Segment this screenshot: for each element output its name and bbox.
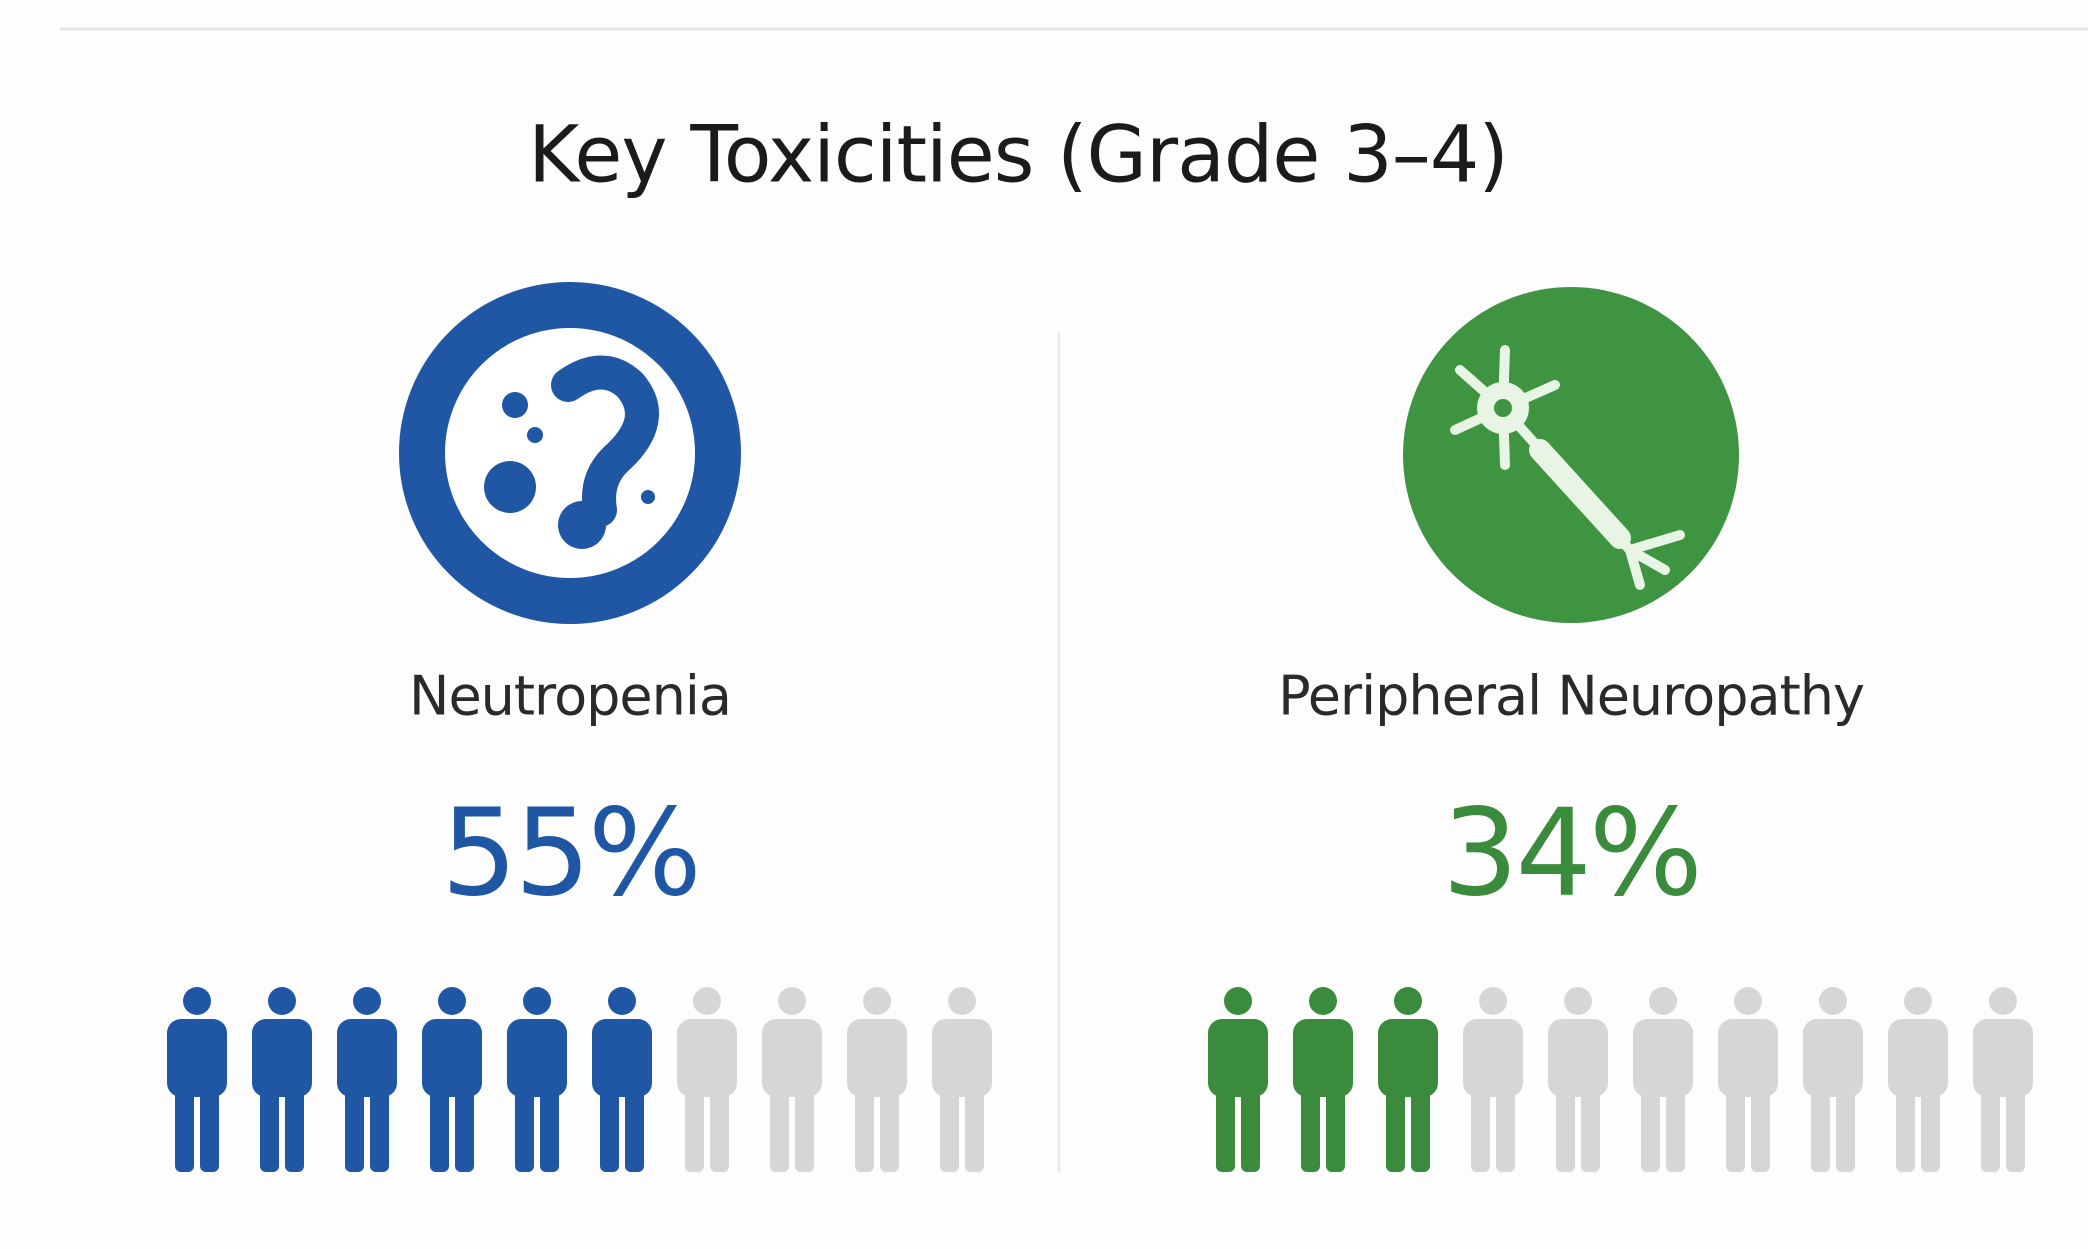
person-leg <box>260 1082 279 1172</box>
category-label: Peripheral Neuropathy <box>1278 665 1864 728</box>
person-head <box>1819 987 1847 1015</box>
person-body <box>422 1019 482 1097</box>
person-leg <box>370 1082 389 1172</box>
person-body <box>677 1019 737 1097</box>
person-leg <box>1301 1082 1320 1172</box>
person-leg <box>1981 1082 2000 1172</box>
person-body <box>762 1019 822 1097</box>
icon-array <box>1208 987 2033 1172</box>
person-body <box>1718 1019 1778 1097</box>
value-label: 34% <box>1442 785 1700 924</box>
person-leg <box>1641 1082 1660 1172</box>
person-body <box>1888 1019 1948 1097</box>
person-body <box>167 1019 227 1097</box>
person-leg <box>600 1082 619 1172</box>
person-head <box>948 987 976 1015</box>
person-body <box>507 1019 567 1097</box>
person-leg <box>285 1082 304 1172</box>
person-leg <box>540 1082 559 1172</box>
person-leg <box>1666 1082 1685 1172</box>
person-leg <box>1811 1082 1830 1172</box>
person-body <box>1548 1019 1608 1097</box>
person-leg <box>1471 1082 1490 1172</box>
person-leg <box>175 1082 194 1172</box>
person-leg <box>1836 1082 1855 1172</box>
person-leg <box>880 1082 899 1172</box>
person-leg <box>1921 1082 1940 1172</box>
person-head <box>438 987 466 1015</box>
person-leg <box>1496 1082 1515 1172</box>
person-leg <box>455 1082 474 1172</box>
person-body <box>1208 1019 1268 1097</box>
person-leg <box>940 1082 959 1172</box>
person-leg <box>770 1082 789 1172</box>
value-label: 55% <box>441 785 699 924</box>
person-body <box>252 1019 312 1097</box>
person-head <box>1904 987 1932 1015</box>
person-leg <box>1896 1082 1915 1172</box>
person-leg <box>345 1082 364 1172</box>
person-head <box>1394 987 1422 1015</box>
person-leg <box>1751 1082 1770 1172</box>
person-leg <box>685 1082 704 1172</box>
icon-array <box>167 987 992 1172</box>
person-leg <box>1726 1082 1745 1172</box>
person-head <box>268 987 296 1015</box>
person-body <box>1633 1019 1693 1097</box>
person-head <box>1224 987 1252 1015</box>
person-body <box>1378 1019 1438 1097</box>
person-leg <box>625 1082 644 1172</box>
person-body <box>932 1019 992 1097</box>
person-leg <box>515 1082 534 1172</box>
person-leg <box>430 1082 449 1172</box>
person-leg <box>855 1082 874 1172</box>
chart-title: Key Toxicities (Grade 3–4) <box>528 110 1508 200</box>
person-body <box>337 1019 397 1097</box>
person-head <box>693 987 721 1015</box>
category-label: Neutropenia <box>409 665 731 728</box>
person-leg <box>1411 1082 1430 1172</box>
person-leg <box>1326 1082 1345 1172</box>
person-leg <box>1581 1082 1600 1172</box>
person-head <box>1734 987 1762 1015</box>
person-leg <box>965 1082 984 1172</box>
person-head <box>353 987 381 1015</box>
person-head <box>183 987 211 1015</box>
person-leg <box>1241 1082 1260 1172</box>
neutropenia-icon <box>399 282 741 624</box>
neuropathy-icon <box>1403 287 1739 623</box>
person-head <box>1309 987 1337 1015</box>
person-body <box>1973 1019 2033 1097</box>
person-head <box>863 987 891 1015</box>
person-head <box>1989 987 2017 1015</box>
person-body <box>1293 1019 1353 1097</box>
person-leg <box>795 1082 814 1172</box>
person-head <box>1649 987 1677 1015</box>
person-head <box>1479 987 1507 1015</box>
person-leg <box>710 1082 729 1172</box>
person-leg <box>2006 1082 2025 1172</box>
person-head <box>1564 987 1592 1015</box>
person-head <box>608 987 636 1015</box>
person-leg <box>1556 1082 1575 1172</box>
person-body <box>1463 1019 1523 1097</box>
person-head <box>523 987 551 1015</box>
person-leg <box>1386 1082 1405 1172</box>
person-body <box>592 1019 652 1097</box>
person-body <box>1803 1019 1863 1097</box>
person-body <box>847 1019 907 1097</box>
person-leg <box>200 1082 219 1172</box>
person-head <box>778 987 806 1015</box>
person-leg <box>1216 1082 1235 1172</box>
